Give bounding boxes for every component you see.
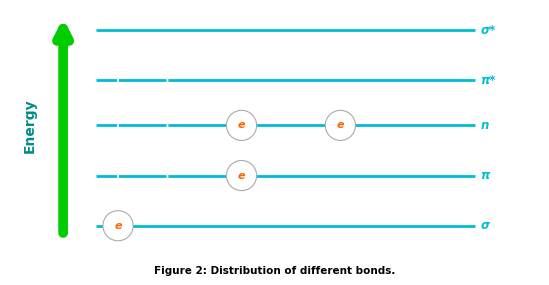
Ellipse shape [226, 160, 257, 191]
Text: π: π [480, 169, 490, 182]
Text: Energy: Energy [23, 98, 37, 153]
Text: e: e [337, 120, 344, 131]
Text: Figure 2: Distribution of different bonds.: Figure 2: Distribution of different bond… [154, 266, 395, 276]
Text: Antibonding: Antibonding [500, 25, 549, 35]
Text: π*: π* [480, 74, 496, 87]
Ellipse shape [103, 211, 133, 241]
Text: Bonding: Bonding [500, 170, 549, 181]
Ellipse shape [325, 110, 356, 141]
Text: n: n [480, 119, 489, 132]
Text: σ*: σ* [480, 24, 496, 36]
Text: Non-Bonding: Non-Bonding [500, 120, 549, 131]
Text: σ: σ [480, 219, 490, 232]
Text: e: e [114, 221, 122, 231]
Text: e: e [238, 120, 245, 131]
Text: e: e [238, 170, 245, 181]
Ellipse shape [226, 110, 257, 141]
Text: Anti-bonding: Anti-bonding [500, 75, 549, 85]
Text: Bonding: Bonding [500, 221, 549, 231]
